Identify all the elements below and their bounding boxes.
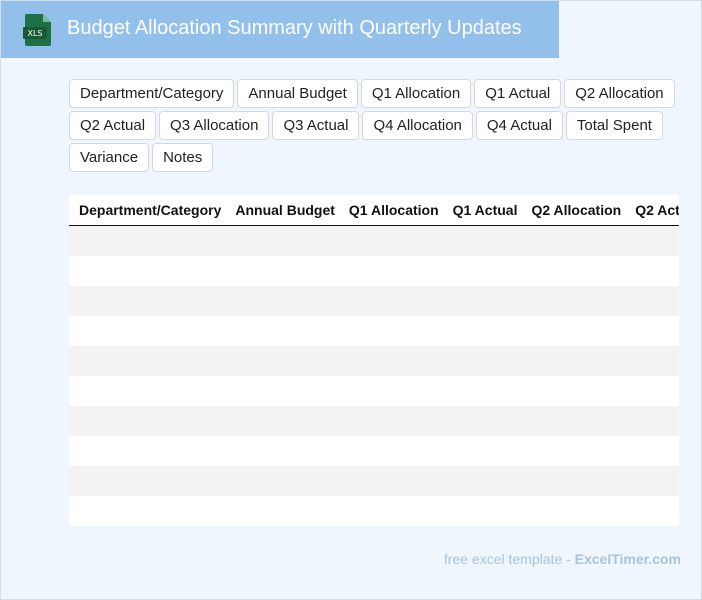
column-chip[interactable]: Annual Budget: [237, 79, 358, 108]
column-chip[interactable]: Q4 Allocation: [362, 111, 473, 140]
column-chip[interactable]: Q1 Allocation: [360, 79, 472, 108]
column-chip[interactable]: Notes: [152, 143, 214, 172]
column-chip[interactable]: Q2 Allocation: [564, 79, 675, 108]
icon-label: XLS: [27, 29, 42, 38]
column-chip[interactable]: Department/Category: [69, 79, 235, 108]
column-chip[interactable]: Q4 Actual: [475, 111, 563, 140]
table-header: Department/Category Annual Budget Q1 Alloc…: [69, 195, 679, 226]
column-chip[interactable]: Variance: [69, 143, 150, 172]
column-chip[interactable]: Q3 Actual: [272, 111, 360, 140]
table-row: [69, 466, 679, 496]
column-header: Q2 Allocation: [531, 202, 622, 218]
page-title: Budget Allocation Summary with Quarterly…: [67, 17, 522, 39]
column-header: Q1 Allocation: [348, 202, 439, 218]
column-chip[interactable]: Q1 Actual: [474, 79, 562, 108]
table-row: [69, 406, 679, 436]
table: Department/Category Annual Budget Q1 Alloc…: [69, 195, 679, 526]
column-header: Q1 Actual: [452, 202, 518, 218]
footer-text: free excel template -: [443, 551, 575, 567]
column-header: Annual Budget: [235, 202, 335, 218]
table-row: [69, 226, 679, 256]
header-bar: XLS Budget Allocation Summary with Quart…: [1, 1, 559, 58]
column-header: Department/Category: [79, 202, 222, 218]
column-header: Q2 Actual: [635, 202, 679, 218]
table-row: [69, 286, 679, 316]
table-row: [69, 256, 679, 286]
table-row: [69, 436, 679, 466]
table-row: [69, 346, 679, 376]
table-body: [69, 226, 679, 526]
footer-brand[interactable]: ExcelTimer.com: [574, 551, 681, 567]
column-chips: Department/Category Annual Budget Q1 Alloc…: [69, 79, 681, 172]
table-row: [69, 316, 679, 346]
table-row: [69, 496, 679, 526]
column-chip[interactable]: Q3 Allocation: [159, 111, 270, 140]
column-chip[interactable]: Total Spent: [565, 111, 663, 140]
table-row: [69, 376, 679, 406]
footer: free excel template - ExcelTimer.com: [444, 551, 681, 567]
xls-icon: XLS: [23, 14, 51, 46]
column-chip[interactable]: Q2 Actual: [69, 111, 157, 140]
